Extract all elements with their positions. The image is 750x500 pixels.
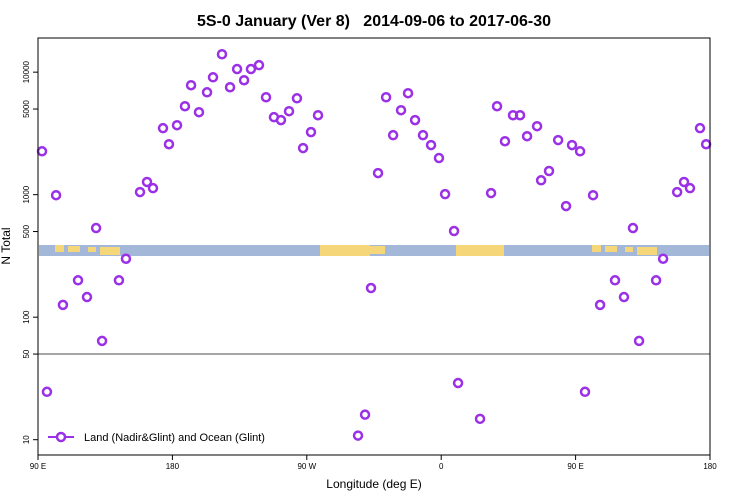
point — [452, 377, 464, 389]
point — [521, 130, 533, 142]
point — [365, 282, 377, 294]
point — [650, 275, 662, 286]
point — [283, 105, 295, 117]
point — [594, 299, 606, 311]
legend-marker — [55, 431, 67, 443]
x-tick-label: 90 W — [297, 462, 316, 471]
point — [566, 139, 578, 151]
point — [96, 335, 108, 347]
point — [297, 142, 309, 154]
y-tick-label: 1000 — [22, 185, 31, 203]
point — [207, 72, 219, 83]
point — [439, 188, 451, 200]
point — [448, 225, 460, 237]
point — [633, 335, 645, 347]
point — [387, 129, 399, 141]
point — [417, 129, 429, 141]
x-axis-label: Longitude (deg E) — [326, 477, 421, 491]
point — [57, 299, 69, 311]
point — [90, 222, 102, 234]
point — [72, 275, 84, 286]
point — [113, 275, 125, 286]
point — [224, 81, 236, 93]
point — [216, 48, 228, 60]
point — [380, 91, 392, 103]
point — [514, 109, 526, 121]
point — [627, 222, 639, 234]
point — [657, 253, 669, 264]
point — [147, 182, 159, 194]
point — [50, 189, 62, 201]
point — [141, 176, 153, 188]
point — [312, 109, 324, 121]
point — [684, 182, 696, 194]
y-tick-label: 500 — [22, 224, 31, 238]
point — [305, 126, 317, 138]
point — [531, 120, 543, 132]
point — [395, 104, 407, 116]
point — [231, 63, 243, 75]
point — [134, 186, 146, 198]
point — [671, 186, 683, 198]
point — [163, 138, 175, 150]
point — [618, 291, 630, 303]
point — [372, 167, 384, 179]
x-tick-label: 90 E — [567, 462, 583, 471]
point — [402, 87, 414, 99]
point — [238, 74, 250, 86]
point — [291, 93, 303, 104]
y-tick-label: 10000 — [22, 60, 31, 83]
point — [120, 253, 132, 264]
point — [694, 122, 706, 134]
point — [201, 87, 213, 98]
point — [260, 91, 272, 103]
y-tick-label: 10 — [22, 435, 31, 444]
chart-title: 5S-0 January (Ver 8) 2014-09-06 to 2017-… — [197, 13, 551, 30]
point — [359, 409, 371, 420]
point — [433, 152, 445, 164]
point — [491, 100, 503, 112]
point — [352, 430, 364, 441]
point — [587, 189, 599, 201]
y-tick-label: 5000 — [22, 100, 31, 118]
point — [157, 122, 169, 134]
legend-label: Land (Nadir&Glint) and Ocean (Glint) — [84, 432, 265, 444]
map-strip — [39, 245, 709, 256]
point — [193, 106, 205, 118]
x-tick-label: 90 E — [30, 462, 46, 471]
x-tick-label: 180 — [703, 462, 717, 471]
point — [253, 59, 265, 71]
point — [535, 175, 547, 186]
point — [245, 63, 257, 75]
point — [543, 165, 555, 177]
point — [560, 200, 572, 212]
x-tick-label: 180 — [166, 462, 180, 471]
point — [485, 187, 497, 199]
point — [179, 100, 191, 112]
y-tick-label: 100 — [22, 310, 31, 324]
plot-frame — [37, 37, 711, 456]
point — [499, 135, 511, 147]
x-tick-label: 0 — [439, 462, 444, 471]
point — [678, 176, 690, 188]
point — [81, 291, 93, 303]
point — [425, 139, 437, 151]
point — [552, 134, 564, 146]
land — [55, 245, 657, 256]
point — [171, 119, 183, 131]
point — [275, 114, 287, 126]
y-tick-label: 50 — [22, 349, 31, 358]
point — [474, 413, 486, 425]
point — [579, 386, 591, 398]
point — [41, 386, 53, 398]
point — [574, 146, 586, 157]
point — [185, 79, 197, 91]
point — [409, 114, 421, 126]
point — [609, 275, 621, 286]
y-axis-label: N Total — [0, 227, 13, 264]
